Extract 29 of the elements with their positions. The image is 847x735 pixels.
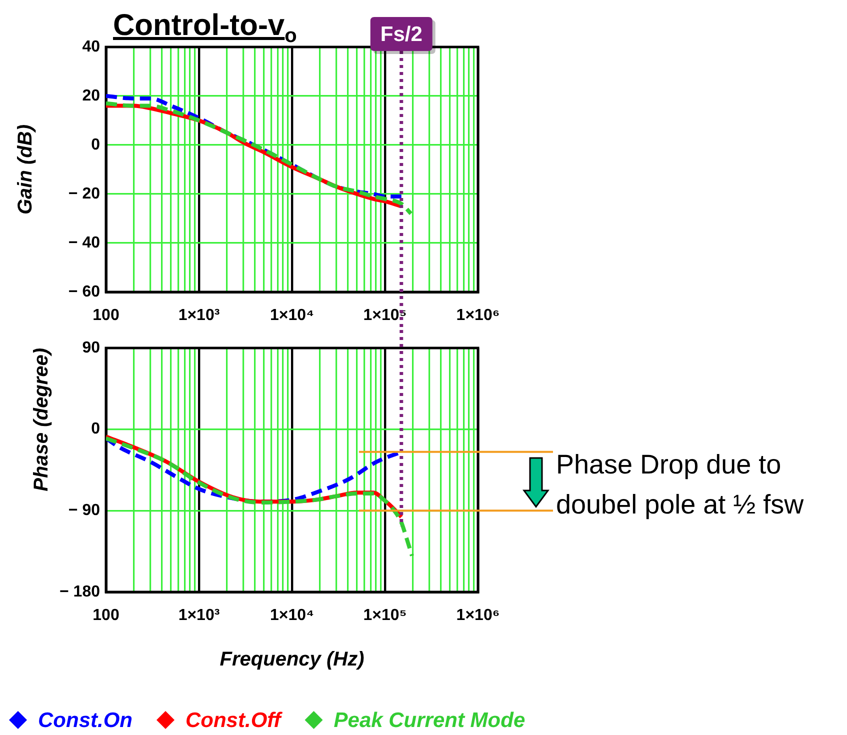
x-tick-label: 1×10⁵ [363,607,407,624]
x-tick-label: 1×10³ [178,607,220,624]
legend-label: Const.On [38,708,132,732]
y-tick-label: 90 [82,339,100,356]
x-tick-label: 1×10⁶ [456,607,500,624]
y-tick-label: − 20 [68,185,100,202]
y-tick-label: − 90 [68,502,100,520]
chart-title: Control-to-v$_{o}$ [113,9,297,49]
y-tick-label: − 40 [68,234,100,252]
x-tick-label: 1×10⁴ [270,307,314,324]
x-axis-title: Frequency (Hz) [220,648,365,671]
y-axis-title: Phase (degree) [30,348,53,492]
y-axis-title: Gain (dB) [14,124,37,214]
text: Phase Drop due to doubel pole at ½ fsw [556,449,804,520]
y-tick-label: 0 [91,136,100,154]
y-tick-label: 40 [82,38,100,56]
y-tick-label: − 180 [60,583,100,600]
y-tick-label: − 60 [68,283,100,300]
x-tick-label: 100 [92,607,120,624]
x-tick-label: 100 [92,307,120,324]
x-tick-label: 1×10⁴ [270,607,314,624]
legend-label: Const.Off [185,708,283,732]
ref-line-label: Fs/2 [380,22,422,46]
y-tick-label: 20 [82,87,100,104]
x-tick-label: 1×10³ [178,307,220,324]
x-tick-label: 1×10⁵ [363,307,407,324]
y-tick-label: 0 [91,420,100,438]
x-tick-label: 1×10⁶ [456,307,500,324]
legend-label: Peak Current Mode [334,708,526,732]
